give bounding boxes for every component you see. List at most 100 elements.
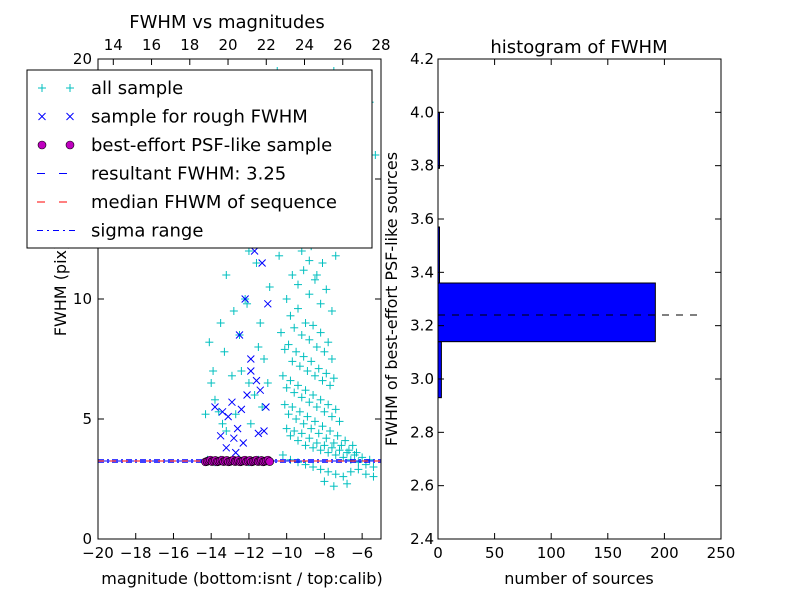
legend-marker-cross	[38, 112, 46, 121]
histogram-y-tick-label: 4.2	[410, 50, 434, 68]
scatter-point-all-sample	[305, 434, 314, 443]
scatter-top-tick-label: 18	[180, 36, 199, 54]
scatter-point-rough-fwhm	[258, 259, 266, 267]
scatter-point-all-sample	[310, 417, 319, 426]
legend-entry: best-effort PSF-like sample	[37, 135, 332, 156]
scatter-point-all-sample	[314, 364, 323, 373]
scatter-point-all-sample	[250, 391, 259, 399]
histogram-y-tick-label: 3.8	[410, 157, 434, 175]
scatter-point-all-sample	[205, 338, 214, 347]
scatter-point-all-sample	[282, 383, 291, 392]
histogram-y-tick-label: 3.4	[410, 263, 434, 281]
scatter-point-all-sample	[295, 407, 304, 416]
histogram-y-tick-label: 2.8	[410, 423, 434, 441]
scatter-point-all-sample	[305, 398, 314, 407]
histogram-x-tick-label: 150	[593, 544, 622, 562]
scatter-top-tick-label: 20	[218, 36, 237, 54]
scatter-point-rough-fwhm	[250, 247, 259, 255]
legend-label: all sample	[91, 78, 183, 99]
scatter-point-all-sample	[297, 429, 306, 438]
scatter-point-rough-fwhm	[237, 405, 246, 414]
scatter-point-all-sample	[299, 419, 308, 428]
legend-box	[26, 69, 373, 249]
legend-entry: resultant FWHM: 3.25	[37, 164, 286, 185]
scatter-chart: FWHM vs magnitudes −20 −18 −16 −14 −12 −10 −8−…	[26, 12, 391, 588]
histogram-y-tick-label: 2.4	[410, 530, 434, 548]
legend-marker-cross	[66, 112, 74, 121]
scatter-point-all-sample	[312, 271, 321, 279]
scatter-point-all-sample	[369, 463, 378, 471]
scatter-point-all-sample	[309, 463, 318, 471]
scatter-point-all-sample	[327, 307, 336, 315]
scatter-point-all-sample	[244, 379, 253, 387]
scatter-point-rough-fwhm	[262, 403, 270, 411]
scatter-point-all-sample	[282, 424, 291, 433]
scatter-point-all-sample	[305, 256, 314, 265]
scatter-point-all-sample	[260, 355, 269, 363]
scatter-point-all-sample	[303, 412, 312, 421]
scatter-point-all-sample	[282, 295, 291, 303]
histogram-x-tick-label: 0	[433, 544, 443, 562]
legend-label: median FHWM of sequence	[91, 192, 337, 213]
scatter-point-all-sample	[327, 443, 336, 452]
scatter-point-all-sample	[316, 465, 325, 474]
scatter-point-all-sample	[256, 319, 265, 327]
scatter-point-all-sample	[316, 395, 325, 404]
scatter-point-all-sample	[280, 400, 289, 409]
scatter-point-all-sample	[358, 453, 367, 462]
scatter-point-all-sample	[312, 439, 321, 447]
scatter-point-rough-fwhm	[224, 412, 233, 421]
scatter-title: FWHM vs magnitudes	[129, 12, 324, 33]
histogram-x-tick-label: 100	[537, 544, 566, 562]
scatter-top-tick-label: 24	[295, 36, 314, 54]
scatter-point-all-sample	[335, 417, 344, 426]
scatter-point-all-sample	[210, 395, 219, 404]
scatter-point-all-sample	[288, 403, 297, 411]
scatter-point-all-sample	[284, 410, 293, 419]
histogram-x-tick-label: 250	[707, 544, 736, 562]
scatter-point-all-sample	[309, 321, 318, 330]
scatter-point-all-sample	[227, 371, 236, 380]
scatter-point-all-sample	[318, 259, 327, 267]
scatter-point-all-sample	[265, 283, 274, 291]
scatter-point-all-sample	[339, 453, 348, 462]
scatter-point-all-sample	[286, 376, 295, 385]
scatter-point-all-sample	[339, 472, 348, 481]
scatter-point-rough-fwhm	[233, 424, 242, 433]
scatter-point-all-sample	[316, 299, 325, 308]
scatter-point-all-sample	[331, 251, 340, 260]
scatter-point-all-sample	[318, 422, 327, 431]
legend-entry: median FHWM of sequence	[37, 192, 337, 213]
scatter-point-all-sample	[293, 436, 302, 445]
scatter-point-all-sample	[329, 482, 338, 491]
scatter-point-all-sample	[286, 311, 295, 320]
scatter-point-all-sample	[320, 441, 329, 450]
scatter-point-all-sample	[309, 391, 318, 399]
scatter-point-all-sample	[324, 467, 333, 476]
scatter-point-rough-fwhm	[246, 355, 255, 363]
scatter-point-all-sample	[335, 446, 344, 455]
histogram-y-tick-label: 3.6	[410, 210, 434, 228]
histogram-y-tick-label: 3.0	[410, 370, 434, 388]
scatter-x-label: magnitude (bottom:isnt / top:calib)	[101, 569, 382, 588]
histogram-chart: histogram of FWHM 0 50 100 150 200 250 2.4 2.6 2…	[382, 37, 735, 588]
scatter-point-all-sample	[369, 472, 378, 481]
histogram-bar	[437, 341, 442, 399]
scatter-point-all-sample	[343, 448, 352, 457]
scatter-point-all-sample	[301, 386, 310, 395]
scatter-point-all-sample	[295, 362, 304, 371]
scatter-point-all-sample	[312, 403, 321, 411]
scatter-point-all-sample	[278, 451, 287, 459]
scatter-point-all-sample	[310, 371, 319, 380]
scatter-point-all-sample	[371, 151, 380, 159]
scatter-point-all-sample	[237, 367, 246, 375]
legend-marker-plus	[38, 84, 46, 92]
scatter-point-all-sample	[290, 323, 299, 332]
scatter-point-rough-fwhm	[239, 439, 248, 447]
scatter-point-all-sample	[343, 479, 352, 488]
scatter-point-all-sample	[284, 340, 293, 349]
scatter-point-all-sample	[326, 381, 335, 390]
legend-entry: sigma range	[37, 221, 203, 242]
scatter-point-rough-fwhm	[228, 398, 236, 407]
